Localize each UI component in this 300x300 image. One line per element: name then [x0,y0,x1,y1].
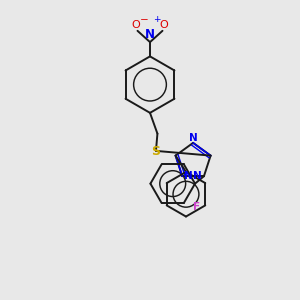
Text: N: N [184,171,193,181]
Text: N: N [189,134,198,143]
Text: N: N [145,28,155,41]
Text: S: S [152,145,160,158]
Text: F: F [194,202,200,212]
Text: −: − [140,15,149,26]
Text: +: + [153,15,161,24]
Text: N: N [193,171,202,181]
Text: O: O [160,20,168,30]
Text: O: O [132,20,140,30]
